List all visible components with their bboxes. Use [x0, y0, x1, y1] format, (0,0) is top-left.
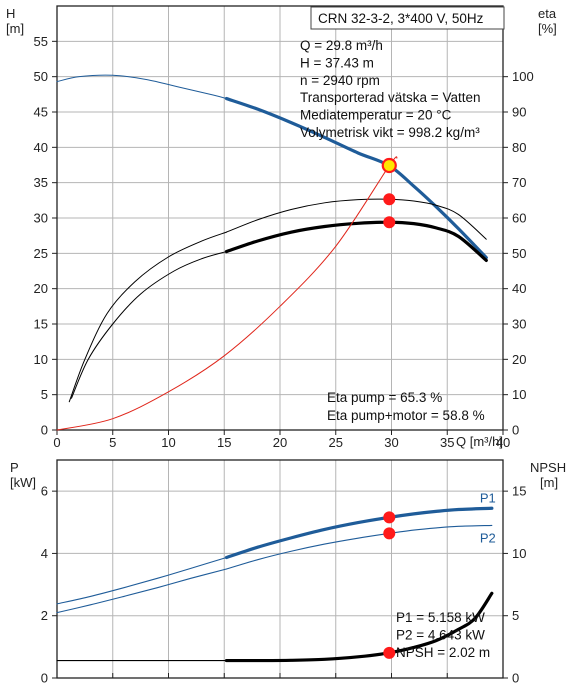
- top-tick-labels: 0 5 10 15 20 25 30 35 40051015202530354045505501…: [34, 34, 534, 450]
- series-eta_total_thick: [224, 220, 488, 262]
- top-series: [56, 74, 488, 431]
- info-line: Volymetrisk vikt = 998.2 kg/m³: [300, 125, 480, 140]
- y-tick-label: 40: [34, 140, 48, 155]
- duty-point-power: [383, 527, 396, 540]
- top-x-axis-label: Q [m³/h]: [456, 434, 503, 449]
- top-grid: [57, 6, 503, 430]
- bottom-right-axis-label-2: [m]: [540, 475, 558, 490]
- y2-tick-label: 60: [512, 211, 526, 226]
- top-left-axis-label-1: H: [6, 6, 15, 21]
- series-head_thin: [56, 74, 227, 100]
- bottom-left-axis-label-1: P: [10, 460, 19, 475]
- series-eta_total_thin: [71, 251, 227, 399]
- x-tick-label: 40: [496, 435, 510, 450]
- series-head_thick: [224, 96, 488, 260]
- top-right-axis-label-2: [%]: [538, 21, 557, 36]
- info-line: Mediatemperatur = 20 °C: [300, 108, 452, 123]
- x-tick-label: 20: [273, 435, 287, 450]
- power-info: P1 = 5.158 kW P2 = 4.643 kW NPSH = 2.02 m: [396, 610, 490, 660]
- duty-point-head: [381, 157, 397, 174]
- y-tick-label: 45: [34, 105, 48, 120]
- y-tick-label: 55: [34, 34, 48, 49]
- y2-tick-label: 90: [512, 105, 526, 120]
- info-line: H = 37.43 m: [300, 55, 374, 70]
- bottom-y2-tick-label: 10: [512, 546, 526, 561]
- x-tick-label: 10: [161, 435, 175, 450]
- y2-tick-label: 20: [512, 352, 526, 367]
- bottom-tick-labels: 0 2 4 6 0 5 10 15: [41, 484, 527, 683]
- operating-info: Q = 29.8 m³/h H = 37.43 m n = 2940 rpm Tran…: [300, 38, 480, 140]
- y-tick-label: 50: [34, 69, 48, 84]
- info-line: Q = 29.8 m³/h: [300, 38, 383, 53]
- eta-info: Eta pump = 65.3 % Eta pump+motor = 58.8 %: [327, 390, 485, 423]
- x-tick-label: 35: [440, 435, 454, 450]
- y2-tick-label: 0: [512, 423, 519, 438]
- bottom-y-tick-label: 2: [41, 608, 48, 623]
- y2-tick-label: 100: [512, 69, 534, 84]
- bottom-y2-tick-label: 0: [512, 671, 519, 683]
- y-tick-label: 15: [34, 317, 48, 332]
- eta-line: Eta pump = 65.3 %: [327, 390, 442, 405]
- eta-line: Eta pump+motor = 58.8 %: [327, 408, 485, 423]
- duty-point-power: [383, 646, 396, 659]
- info-line: n = 2940 rpm: [300, 73, 380, 88]
- power-line: NPSH = 2.02 m: [396, 645, 490, 660]
- top-left-axis-label-2: [m]: [6, 21, 24, 36]
- y-tick-label: 10: [34, 352, 48, 367]
- y2-tick-label: 10: [512, 387, 526, 402]
- bottom-left-axis-label-2: [kW]: [10, 475, 36, 490]
- p1-series-label: P1: [480, 490, 496, 505]
- duty-point-eta: [383, 216, 396, 229]
- series-p2_thin: [56, 568, 228, 614]
- series-p2_thick: [225, 524, 493, 570]
- bottom-y-tick-label: 0: [41, 671, 48, 683]
- y-tick-label: 30: [34, 211, 48, 226]
- y-tick-label: 5: [41, 387, 48, 402]
- bottom-right-axis-label-1: NPSH: [530, 460, 566, 475]
- x-tick-label: 0: [53, 435, 60, 450]
- y2-tick-label: 30: [512, 317, 526, 332]
- y2-tick-label: 50: [512, 246, 526, 261]
- series-eta_pump_thick: [225, 198, 487, 240]
- y-tick-label: 35: [34, 175, 48, 190]
- bottom-y2-tick-label: 5: [512, 608, 519, 623]
- info-line: Transporterad vätska = Vatten: [300, 90, 480, 105]
- series-p1_thick: [224, 506, 494, 560]
- y-tick-label: 25: [34, 246, 48, 261]
- x-tick-label: 30: [384, 435, 398, 450]
- bottom-points: [383, 511, 396, 659]
- duty-point-power: [383, 511, 396, 524]
- series-eta_pump_thin: [68, 231, 227, 403]
- series-system: [56, 156, 398, 431]
- top-points: [381, 157, 397, 229]
- x-tick-label: 15: [217, 435, 231, 450]
- p2-series-label: P2: [480, 530, 496, 545]
- power-line: P2 = 4.643 kW: [396, 628, 485, 643]
- x-tick-label: 25: [329, 435, 343, 450]
- y-tick-label: 0: [41, 423, 48, 438]
- bottom-y-tick-label: 6: [41, 484, 48, 499]
- y2-tick-label: 80: [512, 140, 526, 155]
- y2-tick-label: 40: [512, 281, 526, 296]
- power-line: P1 = 5.158 kW: [396, 610, 485, 625]
- duty-point-eta: [383, 193, 396, 206]
- bottom-y-tick-label: 4: [41, 546, 48, 561]
- x-tick-label: 5: [109, 435, 116, 450]
- series-p1_thin: [56, 556, 228, 605]
- top-right-axis-label-1: eta: [538, 6, 557, 21]
- y-tick-label: 20: [34, 281, 48, 296]
- bottom-y2-tick-label: 15: [512, 484, 526, 499]
- model-label: CRN 32-3-2, 3*400 V, 50Hz: [318, 11, 484, 26]
- model-box: [310, 6, 505, 30]
- y2-tick-label: 70: [512, 175, 526, 190]
